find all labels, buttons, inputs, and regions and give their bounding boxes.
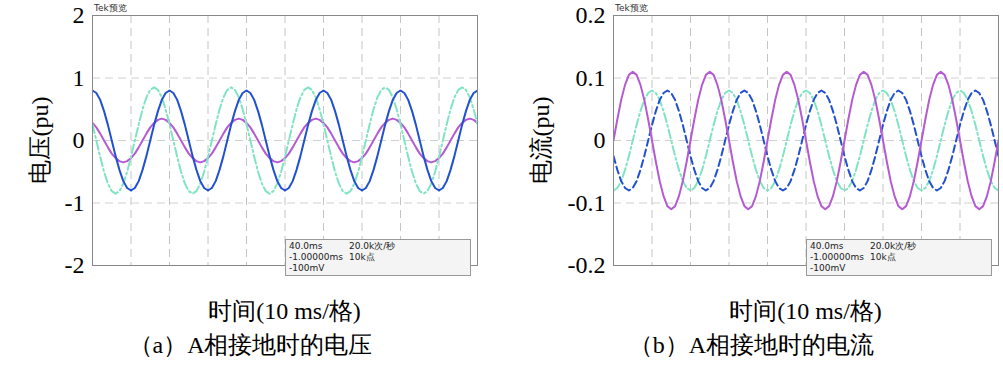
svg-text:0: 0 — [594, 127, 606, 153]
html-text:时间(10 ms/格): 时间(10 ms/格) — [208, 298, 361, 324]
html-text:Tek预览: Tek预览 — [615, 3, 648, 13]
html-text:Tek预览: Tek预览 — [94, 3, 127, 13]
html-text:40.0ms: 40.0ms — [289, 241, 323, 251]
svg-text:-0.2: -0.2 — [568, 252, 606, 278]
html-text:-1.00000ms: -1.00000ms — [289, 252, 343, 262]
svg-text:1: 1 — [73, 65, 85, 91]
html-text:时间(10 ms/格): 时间(10 ms/格) — [729, 298, 882, 324]
html-text:40.0ms: 40.0ms — [810, 241, 844, 251]
svg-text:2: 2 — [73, 2, 85, 28]
html-text:10k点: 10k点 — [349, 252, 375, 262]
html-text:20.0k次/秒: 20.0k次/秒 — [349, 241, 396, 251]
svg-text:0.2: 0.2 — [576, 2, 606, 28]
svg-text:-1: -1 — [65, 190, 85, 216]
svg-text:电流(pu): 电流(pu) — [528, 97, 554, 185]
svg-text:0.1: 0.1 — [576, 65, 606, 91]
svg-text:电压(pu): 电压(pu) — [27, 97, 53, 185]
html-text:-100mV: -100mV — [289, 263, 325, 273]
html-text:10k点: 10k点 — [870, 252, 896, 262]
svg-text:0: 0 — [73, 127, 85, 153]
html-text:20.0k次/秒: 20.0k次/秒 — [870, 241, 917, 251]
html-text:-1.00000ms: -1.00000ms — [810, 252, 864, 262]
html-text:-100mV: -100mV — [810, 263, 846, 273]
html-text:（a）A相接地时的电压: （a）A相接地时的电压 — [128, 332, 373, 358]
svg-text:-2: -2 — [65, 252, 85, 278]
svg-text:-0.1: -0.1 — [568, 190, 606, 216]
html-text:（b）A相接地时的电流: （b）A相接地时的电流 — [628, 332, 875, 358]
